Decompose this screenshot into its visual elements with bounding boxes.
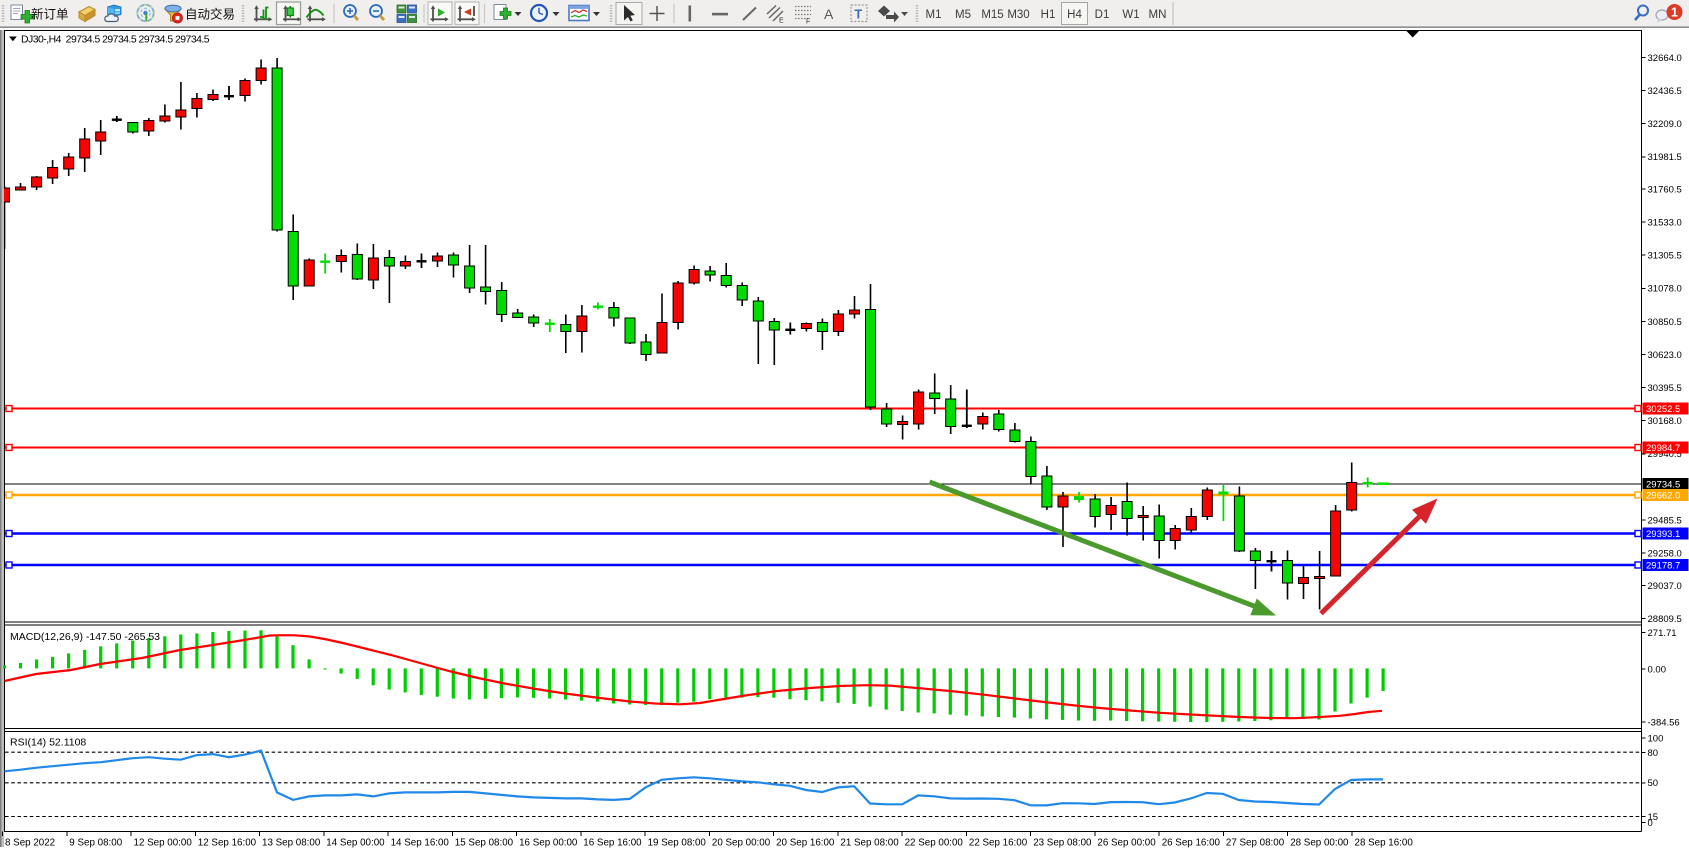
svg-text:MN: MN bbox=[1149, 9, 1167, 21]
svg-text:8 Sep 2022: 8 Sep 2022 bbox=[5, 838, 55, 849]
svg-text:W1: W1 bbox=[1122, 9, 1139, 21]
svg-text:28 Sep 16:00: 28 Sep 16:00 bbox=[1355, 838, 1414, 849]
svg-text:新订单: 新订单 bbox=[31, 7, 69, 22]
svg-text:21 Sep 08:00: 21 Sep 08:00 bbox=[840, 838, 899, 849]
svg-text:15: 15 bbox=[1648, 812, 1659, 823]
svg-text:30850.5: 30850.5 bbox=[1648, 317, 1682, 328]
svg-text:100: 100 bbox=[1648, 733, 1664, 744]
svg-text:H4: H4 bbox=[1067, 9, 1082, 21]
svg-text:30395.5: 30395.5 bbox=[1648, 383, 1682, 394]
svg-text:31981.5: 31981.5 bbox=[1648, 152, 1682, 163]
svg-text:31760.5: 31760.5 bbox=[1648, 184, 1682, 195]
svg-text:F: F bbox=[806, 19, 810, 26]
svg-text:27 Sep 08:00: 27 Sep 08:00 bbox=[1226, 838, 1285, 849]
svg-text:14 Sep 16:00: 14 Sep 16:00 bbox=[391, 838, 450, 849]
svg-text:29393.1: 29393.1 bbox=[1646, 529, 1680, 540]
svg-text:271.71: 271.71 bbox=[1648, 628, 1677, 639]
svg-text:29178.7: 29178.7 bbox=[1646, 561, 1680, 572]
svg-text:23 Sep 08:00: 23 Sep 08:00 bbox=[1033, 838, 1092, 849]
svg-text:M1: M1 bbox=[926, 9, 942, 21]
svg-text:M15: M15 bbox=[981, 9, 1003, 21]
svg-text:31078.0: 31078.0 bbox=[1648, 284, 1682, 295]
svg-text:9 Sep 08:00: 9 Sep 08:00 bbox=[69, 838, 122, 849]
svg-text:M30: M30 bbox=[1007, 9, 1029, 21]
svg-text:16 Sep 16:00: 16 Sep 16:00 bbox=[583, 838, 642, 849]
svg-text:30168.0: 30168.0 bbox=[1648, 416, 1682, 427]
svg-text:自动交易: 自动交易 bbox=[185, 7, 235, 22]
svg-text:29258.0: 29258.0 bbox=[1648, 549, 1682, 560]
svg-text:26 Sep 16:00: 26 Sep 16:00 bbox=[1162, 838, 1221, 849]
svg-text:22 Sep 16:00: 22 Sep 16:00 bbox=[969, 838, 1028, 849]
svg-text:29940.5: 29940.5 bbox=[1648, 449, 1682, 460]
svg-text:20 Sep 16:00: 20 Sep 16:00 bbox=[776, 838, 835, 849]
svg-text:0.00: 0.00 bbox=[1648, 664, 1667, 675]
svg-text:RSI(14) 52.1108: RSI(14) 52.1108 bbox=[10, 737, 86, 749]
svg-text:29984.7: 29984.7 bbox=[1646, 443, 1680, 454]
svg-text:DJ30-,H4 29734.5 29734.5 2973: DJ30-,H4 29734.5 29734.5 29734.5 29734.5 bbox=[21, 34, 210, 45]
svg-text:29662.0: 29662.0 bbox=[1646, 491, 1680, 502]
svg-text:0: 0 bbox=[1648, 818, 1653, 829]
svg-text:30252.5: 30252.5 bbox=[1646, 404, 1680, 415]
svg-text:H1: H1 bbox=[1041, 9, 1056, 21]
svg-text:D1: D1 bbox=[1095, 9, 1110, 21]
svg-text:32436.5: 32436.5 bbox=[1648, 86, 1682, 97]
svg-text:MACD(12,26,9) -147.50 -265.53: MACD(12,26,9) -147.50 -265.53 bbox=[10, 631, 160, 643]
svg-text:16 Sep 00:00: 16 Sep 00:00 bbox=[519, 838, 578, 849]
svg-text:T: T bbox=[855, 8, 863, 22]
svg-text:20 Sep 00:00: 20 Sep 00:00 bbox=[712, 838, 771, 849]
svg-text:-384.56: -384.56 bbox=[1648, 718, 1680, 729]
svg-text:15 Sep 08:00: 15 Sep 08:00 bbox=[455, 838, 514, 849]
svg-text:E: E bbox=[779, 18, 784, 25]
svg-text:28809.5: 28809.5 bbox=[1648, 614, 1682, 625]
svg-text:12 Sep 00:00: 12 Sep 00:00 bbox=[134, 838, 193, 849]
svg-text:30623.0: 30623.0 bbox=[1648, 350, 1682, 361]
svg-text:50: 50 bbox=[1648, 778, 1659, 789]
svg-text:26 Sep 00:00: 26 Sep 00:00 bbox=[1097, 838, 1156, 849]
svg-text:29037.0: 29037.0 bbox=[1648, 581, 1682, 592]
svg-text:31305.5: 31305.5 bbox=[1648, 251, 1682, 262]
svg-text:32209.0: 32209.0 bbox=[1648, 119, 1682, 130]
svg-text:A: A bbox=[824, 6, 834, 22]
svg-text:28 Sep 00:00: 28 Sep 00:00 bbox=[1290, 838, 1349, 849]
svg-text:1: 1 bbox=[1671, 6, 1678, 20]
svg-text:29734.5: 29734.5 bbox=[1646, 480, 1680, 491]
svg-text:80: 80 bbox=[1648, 748, 1659, 759]
svg-text:31533.0: 31533.0 bbox=[1648, 218, 1682, 229]
svg-text:19 Sep 08:00: 19 Sep 08:00 bbox=[648, 838, 707, 849]
svg-text:14 Sep 00:00: 14 Sep 00:00 bbox=[326, 838, 385, 849]
svg-text:13 Sep 08:00: 13 Sep 08:00 bbox=[262, 838, 321, 849]
svg-text:22 Sep 00:00: 22 Sep 00:00 bbox=[905, 838, 964, 849]
svg-text:29485.5: 29485.5 bbox=[1648, 516, 1682, 527]
svg-text:12 Sep 16:00: 12 Sep 16:00 bbox=[198, 838, 257, 849]
svg-text:M5: M5 bbox=[955, 9, 971, 21]
svg-text:32664.0: 32664.0 bbox=[1648, 53, 1682, 64]
